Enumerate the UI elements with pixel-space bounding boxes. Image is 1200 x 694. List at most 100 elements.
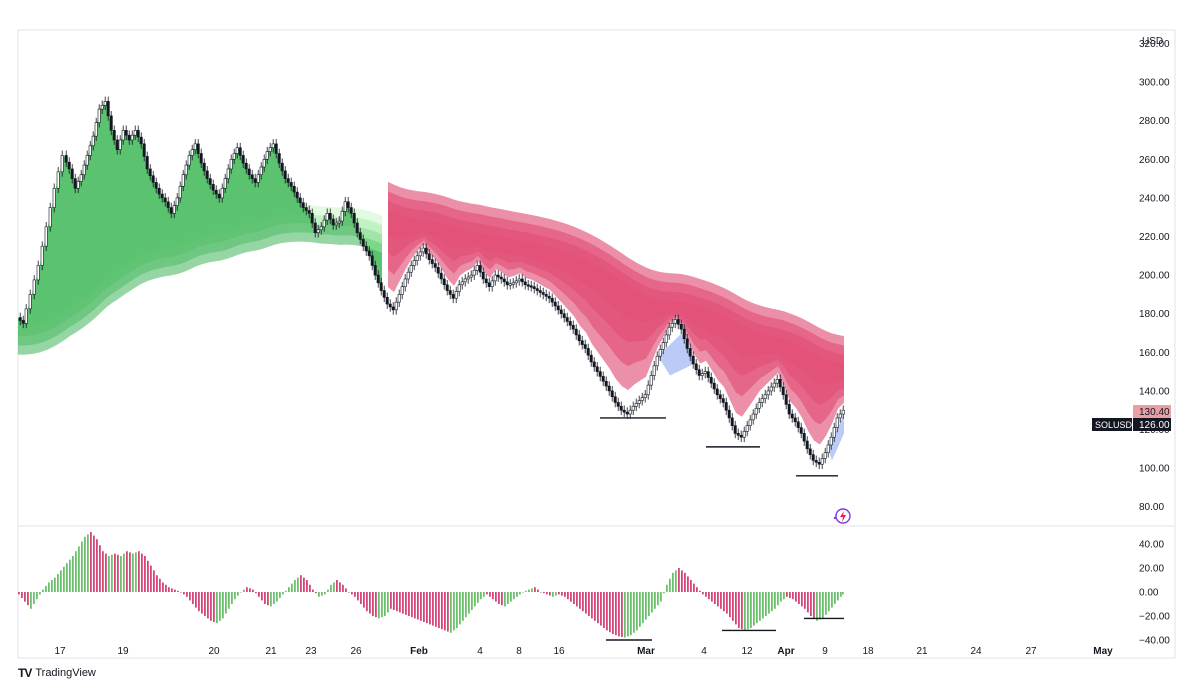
candle-body (328, 213, 332, 220)
oscillator-bar (687, 576, 689, 592)
candle-body (802, 433, 806, 442)
candle-body (259, 166, 263, 176)
oscillator-bar (183, 592, 185, 595)
oscillator-bar (525, 590, 527, 592)
candle-body (751, 413, 755, 421)
oscillator-bar (798, 592, 800, 604)
oscillator-bar (255, 592, 257, 594)
oscillator-bar (429, 592, 431, 625)
candle-body (520, 278, 524, 283)
candle-body (649, 375, 653, 386)
candle-body (322, 219, 326, 228)
oscillator-bar (405, 592, 407, 615)
candle-body (82, 164, 86, 176)
oscillator-axis[interactable]: 40.00 20.00 0.00 −20.00 −40.00 (1139, 540, 1170, 647)
oscillator-bar (195, 592, 197, 608)
oscillator-bar (252, 589, 254, 592)
oscillator-bar (186, 592, 188, 597)
candle-body (442, 278, 446, 286)
oscillator-bar (246, 587, 248, 592)
candle-body (394, 301, 398, 311)
candle-body (655, 355, 659, 367)
candle-body (508, 283, 512, 286)
oscillator-bar (777, 592, 779, 606)
candle-body (586, 348, 590, 356)
oscillator-bar (294, 580, 296, 592)
candle-body (754, 407, 758, 415)
candle-body (56, 171, 60, 189)
oscillator-bar (177, 590, 179, 592)
lightning-icon[interactable] (833, 508, 851, 524)
candle-body (481, 271, 485, 280)
candle-body (97, 108, 101, 123)
candle-body (235, 147, 239, 154)
oscillator-bar (432, 592, 434, 626)
oscillator-bar (435, 592, 437, 627)
candle-body (598, 371, 602, 377)
oscillator-bar (159, 578, 161, 592)
oscillator-bar (669, 578, 671, 592)
candle-body (574, 328, 578, 336)
oscillator-bar (282, 592, 284, 595)
price-axis[interactable]: USD 320.00 300.00 280.00 260.00 240.00 220.00… (1139, 36, 1170, 513)
oscillator-bar (842, 592, 844, 595)
oscillator-bar (216, 592, 218, 624)
oscillator-bar (336, 580, 338, 592)
oscillator-bar (90, 532, 92, 592)
candle-body (178, 186, 182, 199)
symbol-label: SOLUSD (1095, 420, 1133, 430)
candle-body (361, 239, 365, 247)
candle-body (517, 278, 521, 282)
candle-body (640, 397, 644, 401)
candle-body (154, 182, 158, 189)
oscillator-bar (96, 539, 98, 592)
oscillator-bar (741, 592, 743, 630)
oscillator-bar (348, 592, 350, 593)
candle-body (121, 130, 125, 141)
time-tick-label: May (1093, 646, 1113, 657)
candle-body (418, 251, 422, 257)
oscillator-bar (318, 592, 320, 597)
candle-body (79, 174, 83, 182)
candle-body (172, 205, 176, 214)
ribbon-band-bull-4 (18, 101, 382, 355)
oscillator-bar (249, 588, 251, 592)
candle-body (451, 294, 455, 299)
oscillator-bar (72, 556, 74, 592)
candle-body (232, 153, 236, 160)
oscillator-bar (66, 563, 68, 592)
tradingview-brand[interactable]: TV TradingView (18, 666, 96, 680)
candle-body (52, 187, 56, 208)
oscillator-bar (750, 592, 752, 628)
time-axis[interactable]: 17 19 20 21 23 26 Feb 4 8 16 Mar 4 12 Apr 9 18 21 24 27 May (54, 646, 1113, 657)
candle-body (472, 269, 476, 276)
candle-body (382, 290, 386, 298)
oscillator-bar (393, 592, 395, 610)
oscillator-bar (42, 589, 44, 592)
candle-body (454, 291, 458, 299)
candle-body (280, 162, 284, 172)
candle-body (163, 197, 167, 203)
candle-body (703, 371, 707, 374)
oscillator-tick-label: −20.00 (1139, 612, 1170, 623)
oscillator-bar (240, 592, 242, 593)
candle-body (32, 279, 36, 295)
oscillator-bar (555, 592, 557, 596)
candle-body (103, 101, 107, 106)
candle-body (214, 189, 218, 195)
oscillator-bar (339, 582, 341, 592)
oscillator-bar (816, 592, 818, 621)
candle-body (532, 286, 536, 289)
candle-body (430, 259, 434, 264)
oscillator-bar (132, 553, 134, 592)
oscillator-bar (480, 592, 482, 600)
candle-body (811, 454, 815, 461)
oscillator-bar (60, 570, 62, 592)
oscillator-bar (333, 582, 335, 592)
oscillator-bar (831, 592, 833, 608)
candle-body (241, 155, 245, 164)
oscillator-bar (291, 583, 293, 592)
candle-body (742, 431, 746, 438)
